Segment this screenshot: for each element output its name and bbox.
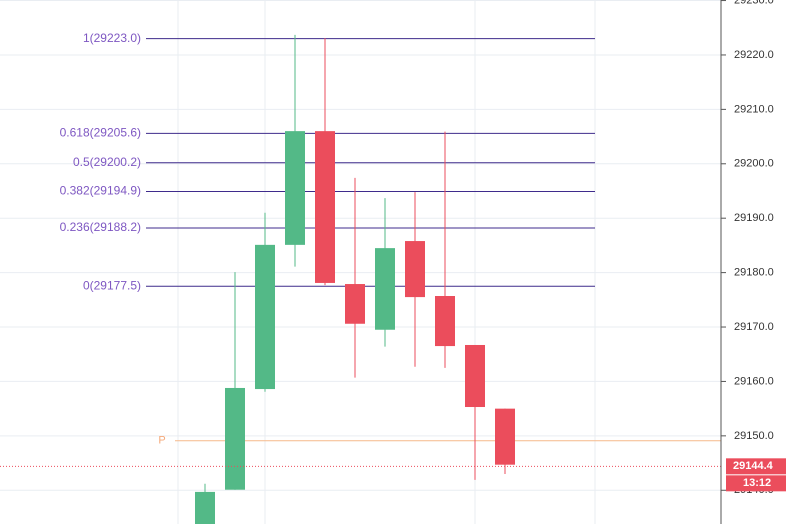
candle-body <box>225 387 245 490</box>
countdown-box <box>726 475 786 492</box>
candle-body <box>345 284 365 324</box>
fib-label: 0.382(29194.9) <box>60 184 141 198</box>
y-tick-label: 29150.0 <box>734 430 774 442</box>
y-tick-label: 29170.0 <box>734 321 774 333</box>
candle-body <box>495 408 515 465</box>
candle-body <box>465 344 485 408</box>
fib-label: 0.5(29200.2) <box>73 155 141 169</box>
fib-label: 0(29177.5) <box>83 278 141 292</box>
fib-label: 1(29223.0) <box>83 31 141 45</box>
y-tick-label: 29220.0 <box>734 49 774 61</box>
y-tick-label: 29190.0 <box>734 212 774 224</box>
y-tick-label: 29230.0 <box>734 0 774 6</box>
vertical-grid <box>177 0 596 524</box>
price-axis <box>721 0 792 524</box>
candle-body <box>405 241 425 298</box>
y-tick-label: 29200.0 <box>734 158 774 170</box>
candle-body <box>255 244 275 390</box>
candle-body <box>375 248 395 330</box>
last-price-box <box>726 458 786 475</box>
candle-body <box>195 491 215 524</box>
y-tick-label: 29210.0 <box>734 103 774 115</box>
candle-body <box>315 131 335 283</box>
pivot-label: P <box>158 435 165 447</box>
fib-label: 0.236(29188.2) <box>60 220 141 234</box>
candle-body <box>285 131 305 245</box>
last-price-label: 29144.4 <box>733 460 774 472</box>
y-tick-label: 29180.0 <box>734 267 774 279</box>
countdown-label: 13:12 <box>743 477 771 489</box>
y-tick-label: 29160.0 <box>734 375 774 387</box>
candle-body <box>435 296 455 347</box>
fib-label: 0.618(29205.6) <box>60 125 141 139</box>
